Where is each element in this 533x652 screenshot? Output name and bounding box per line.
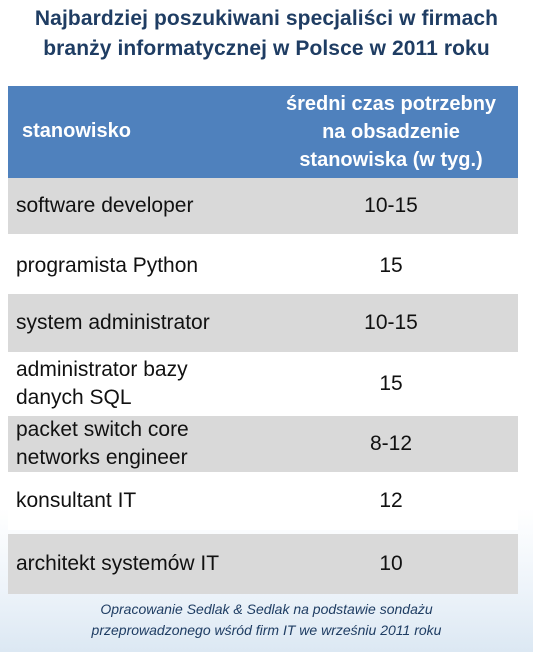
row-stanowisko-line: software developer	[16, 194, 194, 217]
row-stanowisko: packet switch core networks engineer	[16, 416, 286, 472]
row-stanowisko-line: networks engineer	[16, 446, 188, 469]
table-row: administrator bazy danych SQL 15	[8, 356, 518, 412]
row-stanowisko: programista Python	[16, 238, 286, 294]
header-czas-line-2: na obsadzenie	[322, 121, 460, 143]
row-stanowisko: architekt systemów IT	[16, 534, 286, 594]
row-stanowisko-text: konsultant IT	[16, 487, 136, 515]
table-row: architekt systemów IT 10	[8, 534, 518, 594]
source-note-line-2: przeprowadzonego wśród firm IT we wrześn…	[91, 622, 442, 638]
header-czas: średni czas potrzebny na obsadzenie stan…	[271, 90, 511, 174]
row-stanowisko-text: packet switch core networks engineer	[16, 416, 189, 472]
row-stanowisko-line: administrator bazy	[16, 358, 188, 381]
row-czas-value: 10-15	[364, 311, 418, 334]
table-row: konsultant IT 12	[8, 472, 518, 530]
header-czas-line-3: stanowiska (w tyg.)	[299, 149, 483, 171]
row-czas-value: 8-12	[369, 432, 413, 455]
row-stanowisko-text: administrator bazy danych SQL	[16, 356, 188, 412]
header-stanowisko: stanowisko	[22, 120, 131, 142]
row-stanowisko: konsultant IT	[16, 472, 286, 530]
header-czas-line-1: średni czas potrzebny	[285, 93, 497, 115]
chart-title: Najbardziej poszukiwani specjaliści w fi…	[0, 4, 533, 64]
table-row: software developer 10-15	[8, 178, 518, 234]
row-stanowisko-text: architekt systemów IT	[16, 550, 219, 578]
row-stanowisko-line: packet switch core	[16, 418, 189, 441]
table-row: system administrator 10-15	[8, 294, 518, 352]
row-stanowisko-line: architekt systemów IT	[16, 552, 220, 575]
source-note: Opracowanie Sedlak & Sedlak na podstawie…	[0, 599, 533, 641]
row-stanowisko-text: programista Python	[16, 252, 198, 280]
row-stanowisko-text: system administrator	[16, 309, 210, 337]
row-stanowisko-line: konsultant IT	[16, 489, 137, 512]
chart-title-line-1: Najbardziej poszukiwani specjaliści w fi…	[34, 7, 499, 30]
row-stanowisko: system administrator	[16, 294, 286, 352]
table-header: stanowisko średni czas potrzebny na obsa…	[8, 86, 518, 178]
chart-title-line-2: branży informatycznej w Polsce w 2011 ro…	[43, 37, 490, 60]
row-stanowisko-line: danych SQL	[16, 386, 132, 409]
row-czas-value: 15	[379, 254, 403, 277]
table-row: programista Python 15	[8, 238, 518, 294]
row-stanowisko: administrator bazy danych SQL	[16, 356, 286, 412]
row-stanowisko-line: system administrator	[16, 311, 210, 334]
row-stanowisko: software developer	[16, 178, 286, 234]
row-czas-value: 15	[379, 372, 403, 395]
row-czas-value: 10	[379, 552, 403, 575]
source-note-line-1: Opracowanie Sedlak & Sedlak na podstawie…	[100, 601, 433, 617]
row-czas-value: 12	[379, 489, 403, 512]
row-czas-value: 10-15	[364, 194, 418, 217]
row-stanowisko-text: software developer	[16, 192, 193, 220]
table-row: packet switch core networks engineer 8-12	[8, 416, 518, 472]
row-stanowisko-line: programista Python	[16, 254, 199, 277]
